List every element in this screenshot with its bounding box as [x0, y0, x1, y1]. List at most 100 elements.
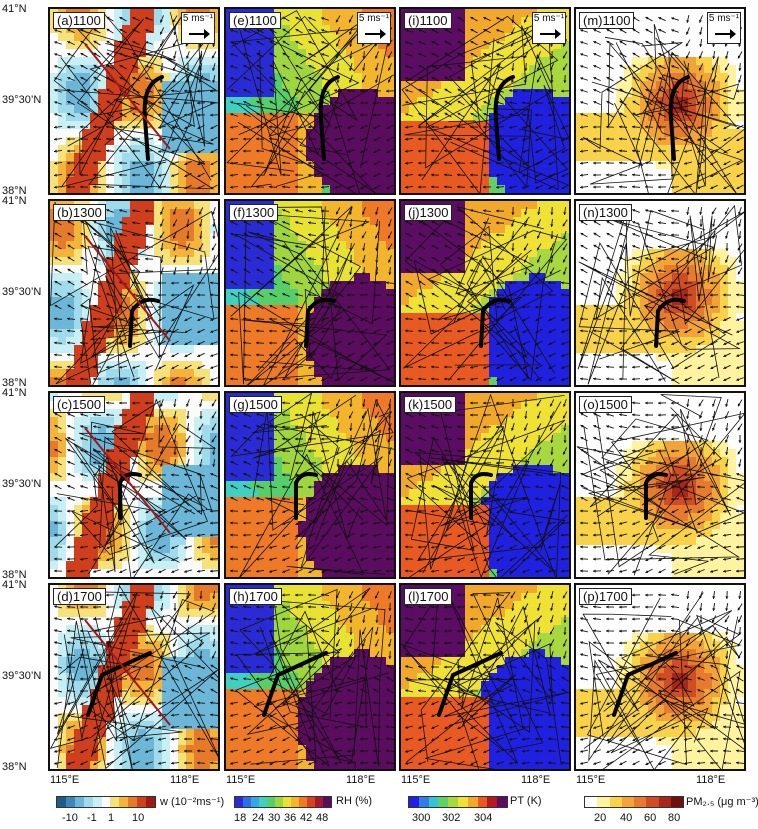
field-cell — [417, 145, 426, 154]
field-cell — [274, 241, 283, 250]
field-cell — [346, 57, 355, 66]
field-cell — [154, 153, 163, 162]
field-cell — [378, 169, 387, 178]
field-cell — [122, 265, 131, 274]
field-cell — [354, 73, 363, 82]
field-cell — [138, 177, 147, 186]
field-cell — [298, 145, 307, 154]
boundary-line — [76, 28, 206, 165]
field-cell — [608, 41, 617, 50]
field-cell — [130, 113, 139, 122]
field-cell — [624, 153, 633, 162]
wind-vector-head — [119, 64, 123, 68]
field-cell — [584, 185, 593, 193]
field-cell — [82, 273, 91, 282]
wind-vector-head — [80, 244, 84, 248]
field-cell — [258, 273, 267, 282]
wind-vector-head — [736, 89, 739, 93]
field-cell — [688, 65, 697, 74]
wind-vector-head — [132, 149, 135, 153]
field-cell — [202, 265, 211, 274]
field-cell — [481, 169, 490, 178]
field-cell — [274, 257, 283, 266]
field-cell — [282, 57, 291, 66]
wind-vector-head — [511, 68, 515, 71]
field-cell — [624, 33, 633, 42]
field-cell — [338, 97, 347, 106]
field-cell — [513, 97, 522, 106]
field-cell — [194, 49, 203, 58]
field-cell — [66, 161, 75, 170]
field-cell — [441, 177, 450, 186]
wind-vector-head — [548, 138, 552, 142]
wind-vector-head — [373, 101, 376, 105]
field-cell — [672, 137, 681, 146]
field-cell — [98, 273, 107, 282]
field-cell — [616, 129, 625, 138]
field-cell — [497, 113, 506, 122]
wind-vector-head — [321, 77, 325, 81]
field-cell — [656, 89, 665, 98]
field-cell — [616, 145, 625, 154]
wind-vector-head — [606, 185, 609, 189]
field-cell — [401, 73, 410, 82]
field-cell — [521, 81, 530, 90]
field-cell — [282, 33, 291, 42]
field-cell — [545, 137, 554, 146]
field-cell — [417, 49, 426, 58]
wind-vector-head — [119, 209, 123, 213]
field-cell — [449, 105, 458, 114]
field-cell — [417, 41, 426, 50]
field-cell — [394, 209, 396, 218]
field-cell — [433, 81, 442, 90]
field-cell — [298, 249, 307, 258]
field-cell — [354, 305, 363, 314]
field-cell — [122, 321, 131, 330]
field-cell — [370, 161, 379, 170]
field-cell — [178, 281, 187, 290]
field-cell — [290, 313, 299, 322]
field-cell — [250, 81, 259, 90]
field-cell — [314, 281, 323, 290]
field-cell — [505, 89, 514, 98]
field-cell — [242, 89, 251, 98]
field-cell — [394, 257, 396, 266]
field-cell — [266, 41, 275, 50]
field-cell — [306, 289, 315, 298]
field-cell — [242, 65, 251, 74]
field-cell — [266, 257, 275, 266]
field-cell — [226, 65, 235, 74]
wind-vector-head — [334, 113, 337, 117]
field-cell — [258, 185, 267, 193]
field-cell — [274, 313, 283, 322]
wind-vector-head — [723, 113, 726, 117]
wind-vector-head — [184, 330, 188, 334]
field-cell — [688, 185, 697, 193]
field-cell — [608, 153, 617, 162]
field-cell — [553, 97, 562, 106]
wind-vector-head — [159, 31, 163, 35]
field-cell — [178, 233, 187, 242]
field-cell — [170, 321, 179, 330]
wind-vector-head — [158, 89, 161, 93]
field-cell — [473, 153, 482, 162]
wind-vector-head — [387, 79, 391, 83]
field-cell — [202, 65, 211, 74]
field-cell — [178, 345, 187, 354]
field-cell — [394, 9, 396, 18]
field-cell — [529, 129, 538, 138]
wind-vector-head — [671, 77, 675, 81]
field-cell — [417, 153, 426, 162]
field-cell — [162, 73, 171, 82]
field-cell — [226, 33, 235, 42]
wind-vector-head — [334, 125, 337, 129]
field-cell — [290, 297, 299, 306]
field-cell — [704, 169, 713, 178]
field-cell — [314, 193, 323, 195]
field-cell — [584, 105, 593, 114]
field-cell — [50, 257, 59, 266]
wind-vector-head — [606, 173, 609, 177]
wind-vector-head — [80, 185, 83, 189]
field-cell — [433, 33, 442, 42]
field-cell — [545, 185, 554, 193]
